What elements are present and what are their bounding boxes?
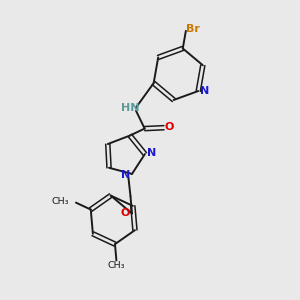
Text: O: O	[121, 208, 130, 218]
Text: N: N	[200, 86, 209, 96]
Text: N: N	[147, 148, 156, 158]
Text: CH₃: CH₃	[51, 197, 68, 206]
Text: Br: Br	[186, 24, 200, 34]
Text: HN: HN	[122, 103, 140, 113]
Text: N: N	[121, 170, 130, 180]
Text: CH₃: CH₃	[108, 261, 125, 270]
Text: O: O	[165, 122, 174, 132]
